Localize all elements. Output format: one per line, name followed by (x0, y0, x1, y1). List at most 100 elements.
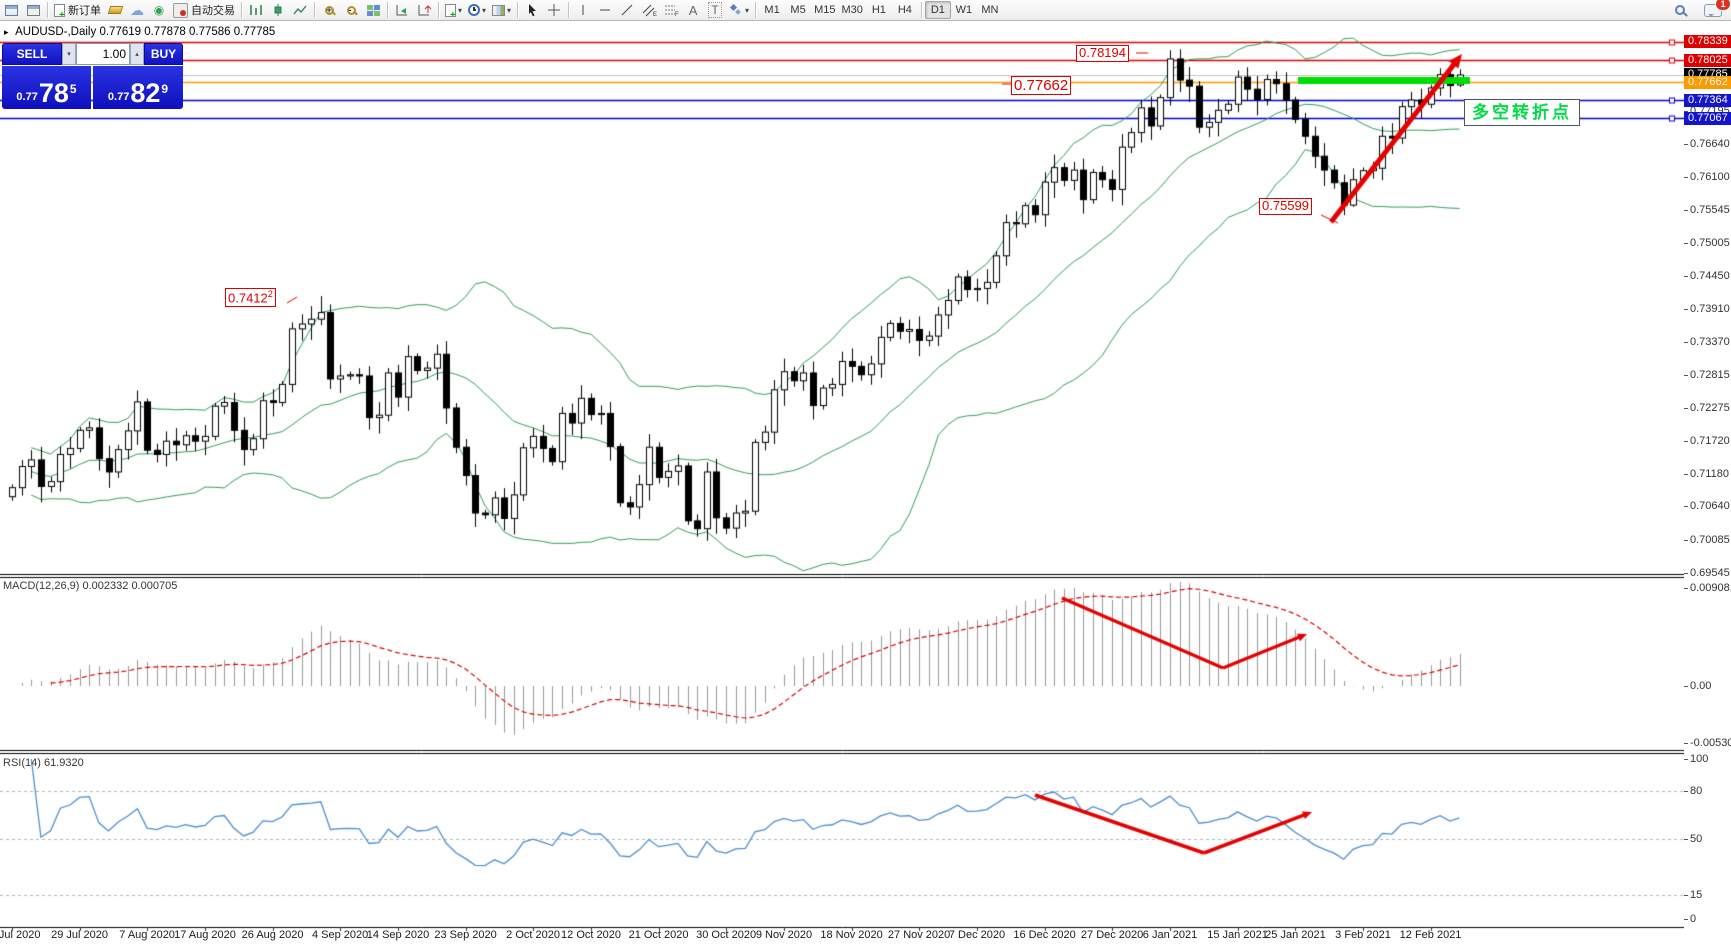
periods-button[interactable]: ▾ (465, 1, 489, 19)
price-tag[interactable]: 0.77662 (1011, 76, 1072, 96)
chart-shift-button[interactable] (413, 1, 435, 19)
volume-increase-button[interactable]: ▴ (130, 43, 144, 65)
crosshair-button[interactable] (543, 1, 565, 19)
tab-timeframe-m15[interactable]: M15 (814, 4, 836, 16)
price-level-label: 0.77364 (1684, 93, 1731, 107)
separator (387, 2, 388, 18)
chevron-down-icon: ▾ (745, 5, 750, 15)
price-chart-canvas[interactable] (0, 20, 1684, 945)
auto-scroll-icon (396, 5, 407, 16)
new-order-label: 新订单 (68, 5, 101, 17)
candlestick-chart-icon (274, 4, 282, 16)
zoom-in-icon: + (324, 4, 334, 15)
buy-button[interactable]: BUY (144, 43, 183, 65)
price-level-label: 0.77067 (1684, 111, 1731, 125)
chevron-down-icon: ▾ (482, 5, 487, 15)
ask-price-pip: 9 (161, 82, 169, 96)
price-tag[interactable]: 0.74122 (225, 288, 276, 308)
price-level-label: 0.78025 (1684, 53, 1731, 67)
bull-bear-turning-point-note[interactable]: 多空转折点 (1464, 99, 1580, 126)
auto-trade-button[interactable]: 自动交易 (170, 1, 238, 19)
auto-trade-icon (173, 2, 188, 18)
channel-button[interactable]: E (638, 1, 660, 19)
cursor-button[interactable] (521, 1, 543, 19)
volume-input[interactable] (76, 43, 130, 65)
svg-text:F: F (675, 12, 679, 17)
zoom-in-button[interactable]: + (318, 1, 340, 19)
bid-price-prefix: 0.77 (16, 91, 38, 103)
macd-label: MACD(12,26,9) 0.002332 0.000705 (3, 580, 178, 592)
cloud-icon: ☁ (130, 2, 144, 18)
cloud-button[interactable]: ☁ (126, 1, 148, 19)
comments-button[interactable]: 1 (1701, 0, 1731, 19)
tab-timeframe-m1[interactable]: M1 (764, 4, 780, 16)
date-label: 25 Jan 2021 (1265, 929, 1326, 941)
date-label: 7 Aug 2020 (119, 929, 175, 941)
sell-button[interactable]: SELL (2, 43, 62, 65)
chart-symbol-period: AUDUSD-,Daily (15, 26, 97, 38)
profiles-icon (26, 4, 40, 16)
ask-price-big: 82 (130, 78, 161, 108)
fibonacci-button[interactable]: F (660, 1, 682, 19)
text-button[interactable]: A (682, 1, 704, 19)
collapse-marker-icon: ▸ (4, 27, 9, 37)
horizontal-line-button[interactable] (594, 1, 616, 19)
tile-windows-button[interactable] (362, 1, 384, 19)
search-button[interactable] (1669, 1, 1691, 19)
new-order-button[interactable]: + 新订单 (51, 1, 104, 20)
bid-price-box[interactable]: 0.77 78 5 (2, 66, 91, 109)
signals-button[interactable]: ◉ (148, 1, 170, 19)
new-chart-button[interactable] (0, 1, 22, 19)
vertical-line-icon (582, 5, 584, 15)
price-scale[interactable]: 0.782750.771950.766400.761000.755450.750… (1684, 20, 1731, 927)
date-label: 4 Sep 2020 (311, 929, 369, 941)
date-label: 16 Dec 2020 (1013, 929, 1076, 941)
horizontal-line-icon (600, 9, 611, 11)
tab-timeframe-m5[interactable]: M5 (790, 4, 806, 16)
separator (314, 2, 315, 18)
channel-icon: E (642, 4, 657, 17)
chart-title: ▸ AUDUSD-,Daily 0.77619 0.77878 0.77586 … (4, 26, 275, 38)
separator (241, 2, 242, 18)
tab-timeframe-h4[interactable]: H4 (897, 4, 912, 16)
date-label: 12 Oct 2020 (561, 929, 621, 941)
price-tag[interactable]: 0.78194 (1076, 45, 1129, 62)
volume-decrease-button[interactable]: ▾ (62, 43, 76, 65)
bar-chart-button[interactable] (245, 1, 267, 19)
candlestick-chart-button[interactable] (267, 1, 289, 19)
tab-timeframe-w1[interactable]: W1 (955, 4, 973, 16)
macd-value-2: 0.000705 (131, 580, 178, 592)
date-label: 6 Jan 2021 (1142, 929, 1198, 941)
indicators-button[interactable]: + ▾ (442, 1, 465, 20)
arrows-button[interactable]: ▾ (726, 1, 752, 19)
trendline-button[interactable] (616, 1, 638, 19)
date-label: 7 Dec 2020 (948, 929, 1006, 941)
ask-price-box[interactable]: 0.77 82 9 (93, 66, 183, 109)
text-label-button[interactable]: T (704, 1, 726, 19)
tab-timeframe-d1[interactable]: D1 (924, 1, 951, 19)
chart-shift-icon (418, 5, 431, 16)
price-tag[interactable]: 0.75599 (1259, 198, 1312, 215)
date-label: 14 Sep 2020 (366, 929, 430, 941)
text-label-icon: T (708, 2, 722, 18)
line-chart-button[interactable] (289, 1, 311, 19)
date-label: 9 Nov 2020 (755, 929, 813, 941)
macd-value-1: 0.002332 (82, 580, 129, 592)
date-label: 2 Oct 2020 (506, 929, 561, 941)
date-label: 17 Aug 2020 (174, 929, 236, 941)
vertical-line-button[interactable] (572, 1, 594, 19)
profiles-button[interactable] (22, 1, 44, 19)
date-label: 12 Feb 2021 (1399, 929, 1462, 941)
news-button[interactable] (104, 1, 126, 19)
templates-button[interactable]: ▾ (489, 1, 514, 19)
fibonacci-icon: F (664, 5, 679, 17)
cursor-icon (528, 4, 536, 17)
tab-timeframe-m30[interactable]: M30 (841, 4, 863, 16)
tab-timeframe-h1[interactable]: H1 (871, 4, 886, 16)
bid-price-pip: 5 (69, 82, 77, 96)
zoom-out-button[interactable]: - (340, 1, 362, 19)
tab-timeframe-mn[interactable]: MN (981, 4, 999, 16)
auto-scroll-button[interactable] (391, 1, 413, 19)
